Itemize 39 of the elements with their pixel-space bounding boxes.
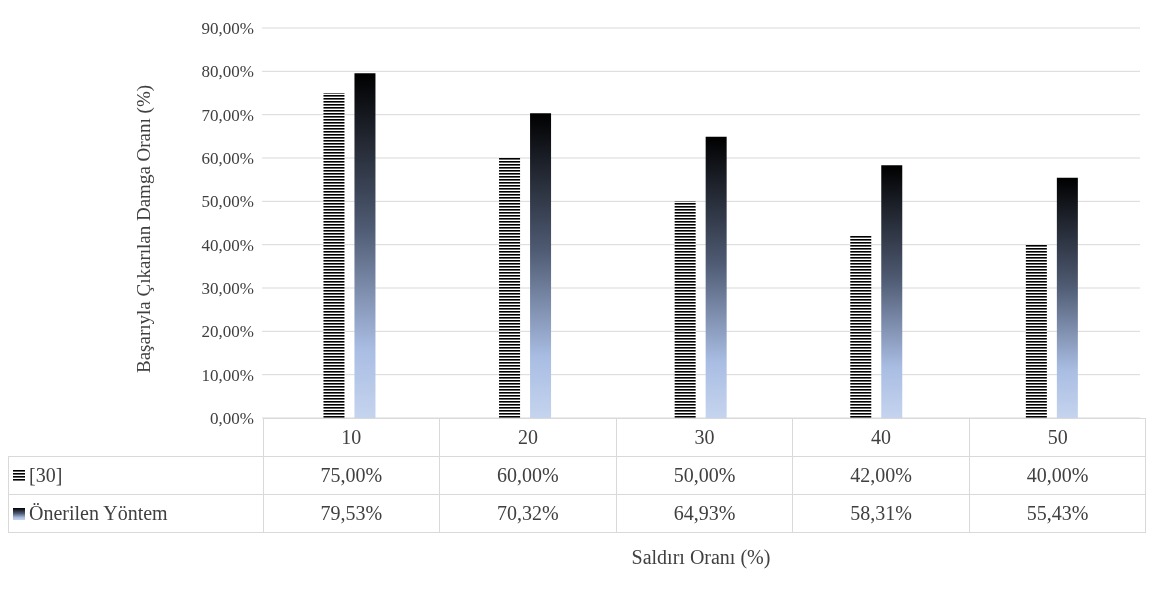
y-axis-title: Başarıyla Çıkarılan Damga Oranı (%) — [132, 84, 155, 373]
y-tick-label: 30,00% — [201, 279, 254, 299]
data-label: 42,00% — [792, 456, 970, 495]
data-label: 55,43% — [969, 494, 1146, 533]
legend-label: Önerilen Yöntem — [8, 494, 263, 533]
x-tick-label: 20 — [439, 418, 617, 457]
x-tick-label: 10 — [263, 418, 440, 457]
y-tick-label: 10,00% — [201, 365, 254, 385]
data-label: 58,31% — [792, 494, 970, 533]
x-tick-label: 30 — [616, 418, 793, 457]
data-label: 75,00% — [263, 456, 440, 495]
bar — [323, 93, 345, 418]
data-label: 40,00% — [969, 456, 1146, 495]
x-tick-label: 40 — [792, 418, 970, 457]
data-label: 50,00% — [616, 456, 793, 495]
bar — [1056, 177, 1078, 418]
bar — [1025, 244, 1047, 418]
bar — [354, 73, 376, 418]
bar — [881, 165, 903, 418]
bar — [674, 201, 696, 418]
legend-label: [30] — [8, 456, 263, 495]
data-label: 64,93% — [616, 494, 793, 533]
bar — [530, 113, 552, 418]
bar — [499, 158, 521, 418]
x-axis-title: Saldırı Oranı (%) — [630, 546, 772, 569]
bar — [850, 236, 872, 418]
data-label: 60,00% — [439, 456, 617, 495]
y-tick-label: 60,00% — [201, 149, 254, 169]
y-tick-label: 80,00% — [201, 62, 254, 82]
data-label: 70,32% — [439, 494, 617, 533]
x-tick-label: 50 — [969, 418, 1146, 457]
y-tick-label: 20,00% — [201, 322, 254, 342]
data-label: 79,53% — [263, 494, 440, 533]
bar — [705, 136, 727, 418]
y-tick-label: 40,00% — [201, 235, 254, 255]
y-tick-label: 70,00% — [201, 105, 254, 125]
y-tick-label: 50,00% — [201, 192, 254, 212]
y-tick-label: 90,00% — [201, 19, 254, 39]
y-tick-label: 0,00% — [210, 409, 254, 429]
